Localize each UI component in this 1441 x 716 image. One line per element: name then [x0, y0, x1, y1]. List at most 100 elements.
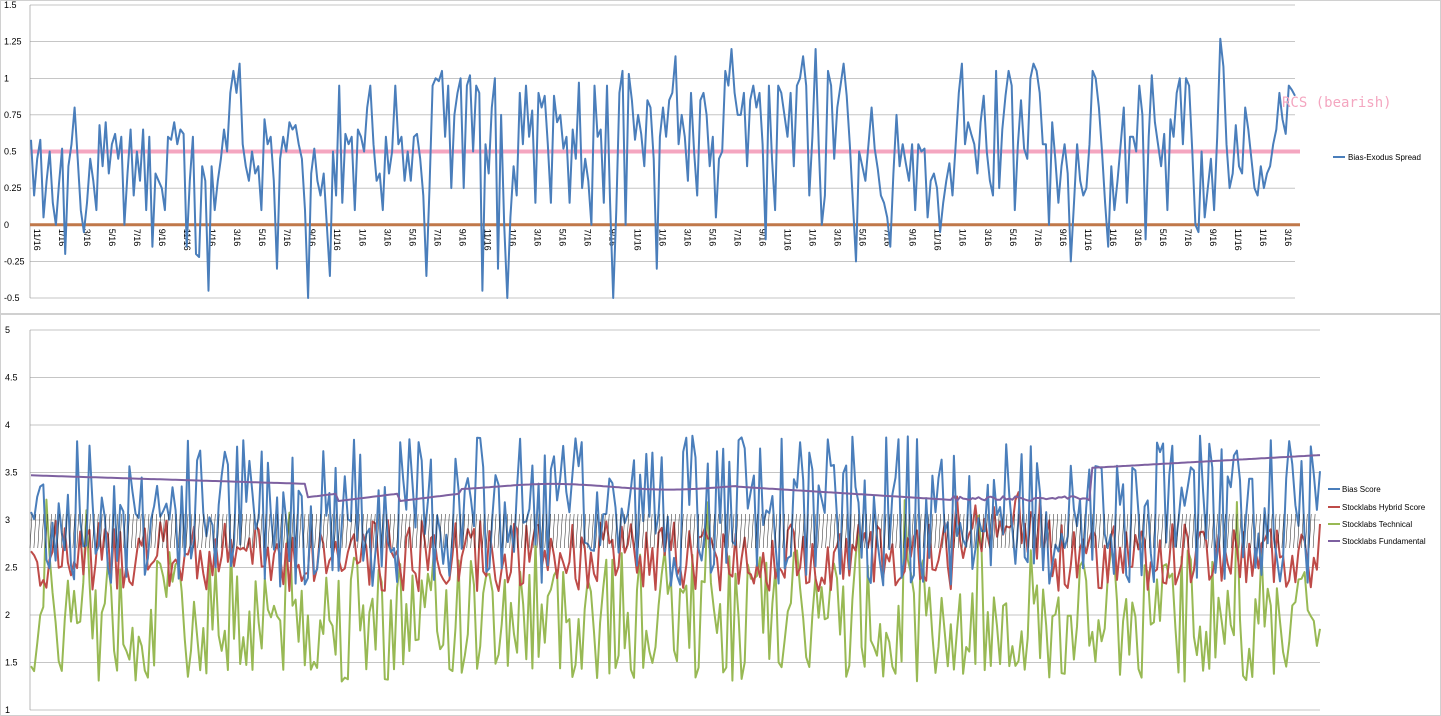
x-label-glyph — [731, 513, 735, 549]
x-label-glyph — [216, 513, 220, 549]
x-label-glyph — [981, 513, 984, 549]
x-label-glyph — [1141, 513, 1144, 549]
x-label-glyph — [899, 513, 902, 549]
top-x-tick-label: 9/16 — [908, 229, 918, 247]
x-label-glyph — [330, 513, 333, 549]
x-label-glyph — [996, 513, 1000, 549]
x-label-glyph — [205, 513, 208, 549]
x-label-glyph — [1117, 513, 1121, 549]
x-label-glyph — [957, 513, 961, 549]
top-x-tick-label: 7/16 — [132, 229, 142, 247]
x-label-glyph — [1149, 513, 1152, 549]
x-label-glyph — [349, 513, 353, 549]
x-label-glyph — [876, 513, 879, 549]
series-bias-exodus-spread — [30, 37, 1296, 299]
x-label-glyph — [369, 513, 372, 549]
x-label-glyph — [946, 513, 949, 549]
x-label-glyph — [322, 513, 325, 549]
x-label-glyph — [181, 513, 185, 549]
x-label-glyph — [294, 513, 298, 549]
x-label-glyph — [271, 513, 275, 549]
top-x-tick-label: 1/16 — [958, 229, 968, 247]
x-label-glyph — [720, 513, 723, 549]
top-series-lines — [30, 37, 1296, 299]
x-label-glyph — [220, 513, 224, 549]
x-label-glyph — [259, 513, 263, 549]
x-label-glyph — [1032, 513, 1035, 549]
x-label-glyph — [786, 513, 789, 549]
x-label-glyph — [540, 513, 544, 549]
x-label-glyph — [310, 513, 314, 549]
x-label-glyph — [801, 513, 805, 549]
x-label-glyph — [525, 513, 528, 549]
x-label-glyph — [790, 513, 793, 549]
x-label-glyph — [131, 513, 134, 549]
x-label-glyph — [1254, 513, 1257, 549]
x-label-glyph — [817, 513, 821, 549]
top-x-tick-label: 9/16 — [1058, 229, 1068, 247]
x-label-glyph — [1176, 513, 1179, 549]
top-x-tick-label: 9/16 — [1208, 229, 1218, 247]
spread-chart: 1.5 1.25 1 0.75 0.5 0.25 0 -0.25 -0.5 11/16 1/16 3… — [0, 0, 1441, 314]
x-label-glyph — [1067, 513, 1070, 549]
x-label-glyph — [138, 513, 142, 549]
x-label-glyph — [72, 513, 76, 549]
x-label-glyph — [1234, 513, 1238, 549]
top-y-tick-label: 0 — [4, 220, 9, 230]
x-label-glyph — [989, 513, 992, 549]
x-label-glyph — [1071, 513, 1074, 549]
top-legend: Bias-Exodus Spread — [1333, 153, 1421, 162]
x-label-glyph — [372, 513, 376, 549]
x-label-glyph — [150, 513, 154, 549]
legend-label-technical: Stocklabs Technical — [1342, 520, 1412, 529]
x-label-glyph — [142, 513, 146, 549]
x-label-glyph — [747, 513, 750, 549]
x-label-glyph — [1191, 513, 1195, 549]
top-x-tick-label: 5/16 — [257, 229, 267, 247]
top-x-tick-label: 1/16 — [57, 229, 67, 247]
x-label-glyph — [380, 513, 384, 549]
x-label-glyph — [240, 513, 243, 549]
bottom-y-tick-label: 2.5 — [5, 563, 18, 573]
x-label-glyph — [805, 513, 809, 549]
x-label-glyph — [302, 513, 306, 549]
x-label-glyph — [571, 513, 575, 549]
legend-label-spread: Bias-Exodus Spread — [1348, 153, 1421, 162]
x-label-glyph — [798, 513, 801, 549]
x-label-glyph — [1180, 513, 1183, 549]
x-label-glyph — [657, 513, 661, 549]
x-label-glyph — [68, 513, 72, 549]
x-label-glyph — [809, 513, 813, 549]
x-label-glyph — [337, 513, 341, 549]
x-label-glyph — [119, 513, 122, 549]
x-label-glyph — [1195, 513, 1199, 549]
x-label-glyph — [774, 513, 778, 549]
x-label-glyph — [727, 513, 731, 549]
x-label-glyph — [950, 513, 953, 549]
x-label-glyph — [279, 513, 282, 549]
scores-chart: 5 4.5 4 3.5 3 2.5 2 1.5 1 Bias Score Stocklabs H… — [0, 314, 1441, 716]
x-label-glyph — [88, 513, 91, 549]
x-label-glyph — [930, 513, 934, 549]
x-label-glyph — [879, 513, 883, 549]
x-label-glyph — [1074, 513, 1078, 549]
x-label-glyph — [1207, 513, 1211, 549]
x-label-glyph — [162, 513, 165, 549]
x-label-glyph — [622, 513, 626, 549]
top-x-tick-label: 9/16 — [457, 229, 467, 247]
x-label-glyph — [528, 513, 532, 549]
top-x-tick-label: 5/16 — [557, 229, 567, 247]
x-label-glyph — [435, 513, 438, 549]
x-label-glyph — [872, 513, 875, 549]
x-label-glyph — [887, 513, 891, 549]
bottom-y-axis-labels: 5 4.5 4 3.5 3 2.5 2 1.5 1 — [5, 325, 18, 715]
x-label-glyph — [903, 513, 906, 549]
x-label-glyph — [599, 513, 602, 549]
x-label-glyph — [517, 513, 520, 549]
x-label-glyph — [829, 513, 832, 549]
x-label-glyph — [704, 513, 707, 549]
x-label-glyph — [567, 513, 571, 549]
x-label-glyph — [357, 513, 360, 549]
series-stocklabs-hybrid-score — [30, 491, 1321, 593]
x-label-glyph — [213, 513, 216, 549]
